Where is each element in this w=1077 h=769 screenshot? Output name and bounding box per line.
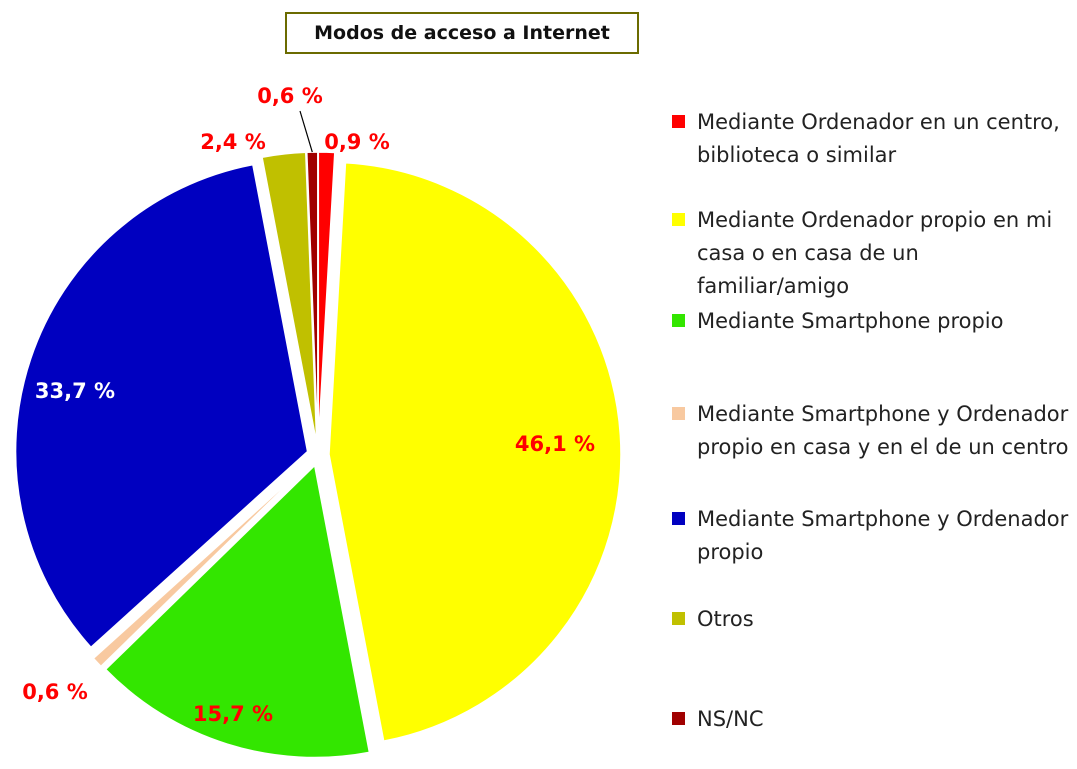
legend-item: Mediante Ordenador en un centro, bibliot… — [672, 106, 1072, 172]
slice — [104, 463, 371, 759]
leader-line — [299, 110, 313, 153]
slice — [14, 163, 309, 649]
data-label: 33,7 % — [35, 379, 115, 403]
legend-label: Mediante Smartphone propio — [697, 309, 1004, 333]
legend-swatch — [672, 213, 685, 226]
slice — [261, 151, 318, 445]
data-label: 2,4 % — [200, 130, 266, 154]
data-label: 0,6 % — [257, 84, 323, 108]
slice — [328, 161, 622, 742]
data-label: 0,9 % — [324, 130, 390, 154]
legend-item: NS/NC — [672, 703, 1072, 736]
legend-item: Mediante Smartphone y Ordenador propio — [672, 503, 1072, 569]
legend-label: Otros — [697, 607, 754, 631]
legend-item: Mediante Ordenador propio en mi casa o e… — [672, 204, 1072, 303]
legend-label: Mediante Ordenador en un centro, bibliot… — [697, 110, 1060, 167]
data-label: 46,1 % — [515, 432, 595, 456]
legend-label: Mediante Ordenador propio en mi casa o e… — [697, 208, 1053, 298]
legend-item: Mediante Smartphone y Ordenador propio e… — [672, 398, 1072, 464]
legend-swatch — [672, 115, 685, 128]
legend-item: Mediante Smartphone propio — [672, 305, 1072, 338]
legend-swatch — [672, 612, 685, 625]
legend-label: NS/NC — [697, 707, 764, 731]
data-label: 0,6 % — [22, 680, 88, 704]
legend-item: Otros — [672, 603, 1072, 636]
legend-swatch — [672, 712, 685, 725]
slice — [92, 461, 311, 668]
legend-swatch — [672, 512, 685, 525]
data-label: 15,7 % — [193, 702, 273, 726]
legend-swatch — [672, 407, 685, 420]
chart-title: Modos de acceso a Internet — [285, 12, 639, 54]
legend-swatch — [672, 314, 685, 327]
legend-label: Mediante Smartphone y Ordenador propio e… — [697, 402, 1069, 459]
legend-label: Mediante Smartphone y Ordenador propio — [697, 507, 1069, 564]
